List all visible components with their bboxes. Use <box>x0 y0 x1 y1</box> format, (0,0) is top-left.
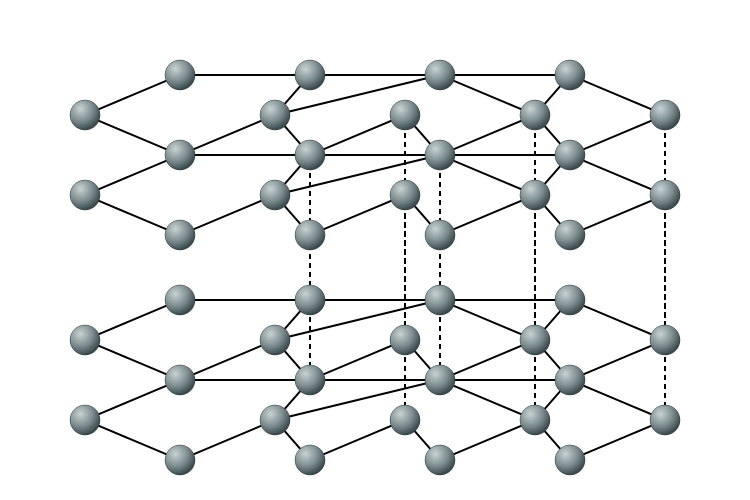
atom <box>425 60 455 90</box>
atom <box>520 180 550 210</box>
atom <box>70 405 100 435</box>
atom <box>260 180 290 210</box>
atom <box>390 180 420 210</box>
atom <box>390 100 420 130</box>
atom <box>165 60 195 90</box>
bond <box>570 340 665 380</box>
bond <box>85 340 180 380</box>
atom <box>425 140 455 170</box>
atom <box>390 405 420 435</box>
atom <box>295 365 325 395</box>
atom <box>295 60 325 90</box>
atom <box>165 285 195 315</box>
atom <box>650 180 680 210</box>
atom <box>165 140 195 170</box>
bond <box>440 340 535 380</box>
atom <box>425 285 455 315</box>
atom <box>165 365 195 395</box>
atom <box>520 325 550 355</box>
bond <box>85 300 180 340</box>
atom <box>260 100 290 130</box>
atom <box>555 60 585 90</box>
bond <box>310 420 405 460</box>
atom <box>295 220 325 250</box>
interlayer-bonds <box>310 115 665 420</box>
bond <box>440 75 535 115</box>
atom <box>555 220 585 250</box>
bond <box>310 115 405 155</box>
bond <box>180 115 275 155</box>
atom <box>520 100 550 130</box>
bond <box>180 195 275 235</box>
atom <box>555 140 585 170</box>
bond <box>180 340 275 380</box>
bond <box>85 115 180 155</box>
bond <box>440 115 535 155</box>
bond <box>85 75 180 115</box>
bond <box>180 420 275 460</box>
bond <box>310 195 405 235</box>
atom <box>650 405 680 435</box>
atom <box>70 325 100 355</box>
atom <box>555 365 585 395</box>
graphite-lattice-diagram <box>0 0 750 500</box>
bond <box>570 155 665 195</box>
atom <box>425 365 455 395</box>
atom <box>295 445 325 475</box>
bond <box>440 300 535 340</box>
bond <box>85 380 180 420</box>
bond <box>440 380 535 420</box>
atom <box>295 285 325 315</box>
atom <box>425 220 455 250</box>
atom <box>260 405 290 435</box>
bond <box>440 195 535 235</box>
atom <box>650 325 680 355</box>
atom <box>70 100 100 130</box>
atom <box>650 100 680 130</box>
atom <box>70 180 100 210</box>
bond <box>570 420 665 460</box>
bond <box>85 195 180 235</box>
atom <box>165 220 195 250</box>
bond <box>570 195 665 235</box>
atom <box>520 405 550 435</box>
bond <box>570 75 665 115</box>
atom <box>390 325 420 355</box>
atom <box>555 445 585 475</box>
bond <box>310 340 405 380</box>
atom <box>425 445 455 475</box>
bond <box>570 380 665 420</box>
bond <box>570 300 665 340</box>
carbon-atoms <box>70 60 680 475</box>
bond <box>85 155 180 195</box>
bond <box>570 115 665 155</box>
covalent-bonds <box>85 75 665 460</box>
bond <box>85 420 180 460</box>
bond <box>440 420 535 460</box>
atom <box>295 140 325 170</box>
atom <box>260 325 290 355</box>
bond <box>440 155 535 195</box>
atom <box>555 285 585 315</box>
atom <box>165 445 195 475</box>
